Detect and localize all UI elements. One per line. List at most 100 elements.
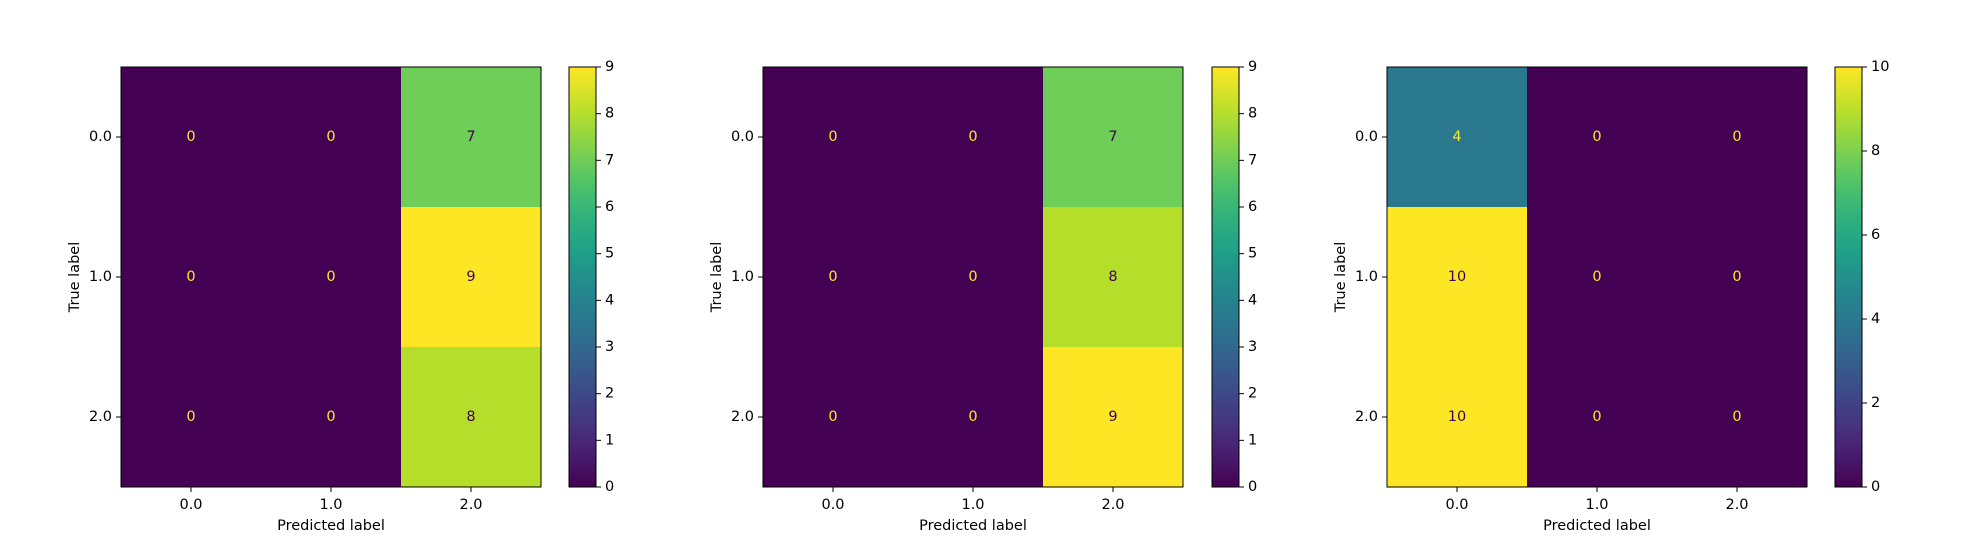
cell-value-label: 0 — [186, 129, 195, 145]
matrix-cell — [1667, 347, 1807, 487]
matrix-cell — [1527, 347, 1667, 487]
colorbar — [1834, 66, 1863, 488]
colorbar-tick-label: 2 — [1871, 395, 1880, 411]
x-tick-label: 1.0 — [319, 497, 342, 513]
cell-value-label: 4 — [1452, 129, 1461, 145]
x-tick-label: 1.0 — [961, 497, 984, 513]
matrix-cell — [903, 347, 1043, 487]
x-tick-label: 2.0 — [1725, 497, 1748, 513]
y-tick-label: 1.0 — [89, 269, 112, 285]
y-tick-label: 0.0 — [89, 129, 112, 145]
colorbar-tick-label: 6 — [605, 199, 614, 215]
colorbar-tick-label: 4 — [1248, 292, 1257, 308]
cell-value-label: 0 — [186, 269, 195, 285]
matrix-cell — [1387, 347, 1527, 487]
cell-value-label: 0 — [1592, 129, 1601, 145]
colorbar-tick-label: 4 — [605, 292, 614, 308]
matrix-cell — [903, 67, 1043, 207]
cell-value-label: 7 — [1108, 129, 1117, 145]
matrix-cell — [261, 347, 401, 487]
matrix-cell — [1387, 207, 1527, 347]
x-axis-label: Predicted label — [277, 518, 385, 534]
cell-value-label: 0 — [828, 269, 837, 285]
cell-value-label: 0 — [1732, 129, 1741, 145]
cell-value-label: 10 — [1448, 269, 1466, 285]
cell-value-label: 0 — [326, 409, 335, 425]
x-tick-label: 2.0 — [459, 497, 482, 513]
cell-value-label: 9 — [466, 269, 475, 285]
matrix-cell — [121, 207, 261, 347]
cell-value-label: 7 — [466, 129, 475, 145]
y-tick-label: 2.0 — [731, 409, 754, 425]
matrix-cell — [1387, 67, 1527, 207]
matrix-cell — [1667, 207, 1807, 347]
matrix-cell — [903, 207, 1043, 347]
colorbar-tick-label: 9 — [605, 59, 614, 75]
colorbar — [1211, 66, 1240, 488]
cell-value-label: 0 — [186, 409, 195, 425]
matrix-cell — [401, 207, 541, 347]
colorbar-tick-label: 0 — [605, 479, 614, 495]
colorbar-tick-label: 5 — [605, 246, 614, 262]
matrix-cell — [1667, 67, 1807, 207]
y-axis-label: True label — [709, 242, 725, 313]
cell-value-label: 0 — [828, 129, 837, 145]
matrix-cell — [1527, 207, 1667, 347]
cell-value-label: 8 — [1108, 269, 1117, 285]
cell-value-label: 0 — [1592, 269, 1601, 285]
colorbar-tick-label: 0 — [1248, 479, 1257, 495]
colorbar-tick-label: 5 — [1248, 246, 1257, 262]
matrix-cell — [763, 67, 903, 207]
x-tick-label: 0.0 — [1445, 497, 1468, 513]
colorbar-tick-label: 9 — [1248, 59, 1257, 75]
matrix-cell — [261, 207, 401, 347]
matrix-cell — [1043, 67, 1183, 207]
colorbar-tick-label: 7 — [1248, 152, 1257, 168]
colorbar-tick-label: 2 — [1248, 386, 1257, 402]
matrix-cell — [763, 347, 903, 487]
x-axis-label: Predicted label — [919, 518, 1027, 534]
y-tick-label: 0.0 — [1355, 129, 1378, 145]
confusion-matrix-2: 0 0 7 0 0 8 0 0 9 0.0 1.0 2.0 0.0 1.0 2.0 Predicted lab… — [709, 59, 1257, 534]
cell-value-label: 9 — [1108, 409, 1117, 425]
y-tick-label: 1.0 — [731, 269, 754, 285]
y-tick-label: 2.0 — [89, 409, 112, 425]
x-tick-label: 1.0 — [1585, 497, 1608, 513]
cell-value-label: 0 — [968, 269, 977, 285]
cell-value-label: 0 — [1592, 409, 1601, 425]
confusion-matrix-1: 0 0 7 0 0 9 0 0 8 0.0 1.0 2.0 0.0 1.0 2.0 Predicted lab… — [67, 59, 614, 534]
colorbar-tick-label: 8 — [605, 106, 614, 122]
confusion-matrix-3: 4 0 0 10 0 0 10 0 0 0.0 1.0 2.0 0.0 1.0 2.0 Predicted l… — [1333, 59, 1889, 534]
colorbar-tick-label: 7 — [605, 152, 614, 168]
y-tick-label: 1.0 — [1355, 269, 1378, 285]
matrix-cell — [121, 347, 261, 487]
colorbar-tick-label: 1 — [1248, 432, 1257, 448]
cell-value-label: 10 — [1448, 409, 1466, 425]
colorbar-tick-label: 6 — [1871, 227, 1880, 243]
colorbar — [568, 66, 597, 488]
cell-value-label: 0 — [1732, 269, 1741, 285]
x-axis-label: Predicted label — [1543, 518, 1651, 534]
matrix-cell — [1043, 347, 1183, 487]
y-axis-label: True label — [1333, 242, 1349, 313]
cell-value-label: 0 — [828, 409, 837, 425]
colorbar-tick-label: 2 — [605, 386, 614, 402]
colorbar-tick-label: 3 — [605, 339, 614, 355]
x-tick-label: 0.0 — [179, 497, 202, 513]
colorbar-tick-label: 6 — [1248, 199, 1257, 215]
matrix-cell — [1527, 67, 1667, 207]
cell-value-label: 0 — [968, 129, 977, 145]
cell-value-label: 8 — [466, 409, 475, 425]
matrix-cell — [401, 67, 541, 207]
y-tick-label: 0.0 — [731, 129, 754, 145]
cell-value-label: 0 — [1732, 409, 1741, 425]
colorbar-tick-label: 10 — [1871, 59, 1889, 75]
colorbar-tick-label: 0 — [1871, 479, 1880, 495]
x-tick-label: 0.0 — [821, 497, 844, 513]
cell-value-label: 0 — [326, 129, 335, 145]
matrix-cell — [763, 207, 903, 347]
colorbar-tick-label: 4 — [1871, 311, 1880, 327]
matrix-cell — [121, 67, 261, 207]
y-axis-label: True label — [67, 242, 83, 313]
